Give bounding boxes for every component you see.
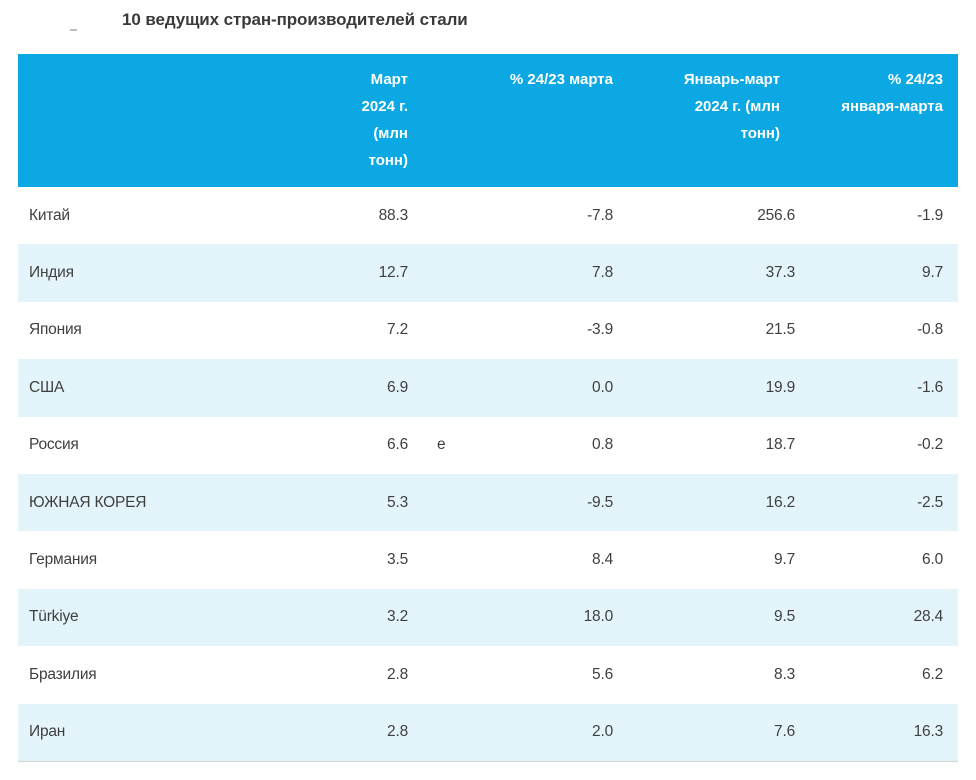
cell-march-value: 3.5 xyxy=(387,551,408,569)
cell-pct-march: -7.8 xyxy=(587,206,613,224)
cell-country: ЮЖНАЯ КОРЕЯ xyxy=(29,493,147,511)
cell-march-value: 6.9 xyxy=(387,378,408,396)
cell-pct-march: 0.8 xyxy=(592,436,613,454)
table-row: Германия 3.5 8.4 9.7 6.0 xyxy=(18,531,958,589)
cell-jan-mar-value: 18.7 xyxy=(765,436,796,454)
cell-march-value: 88.3 xyxy=(378,206,409,224)
small-dash-artifact xyxy=(70,29,77,31)
cell-pct-march: 2.0 xyxy=(592,723,613,741)
cell-pct-jan-mar: 16.3 xyxy=(913,723,944,741)
cell-jan-mar-value: 7.6 xyxy=(774,723,795,741)
cell-march-value: 12.7 xyxy=(378,264,409,282)
col-header-marker xyxy=(408,54,453,187)
cell-marker xyxy=(408,704,453,761)
cell-marker xyxy=(408,187,453,244)
table-row: Россия 6.6 е 0.8 18.7 -0.2 xyxy=(18,416,958,474)
cell-pct-jan-mar: 6.2 xyxy=(922,665,943,683)
table-row: Индия 12.7 7.8 37.3 9.7 xyxy=(18,244,958,302)
cell-pct-jan-mar: 28.4 xyxy=(913,608,944,626)
table-row: Иран 2.8 2.0 7.6 16.3 xyxy=(18,703,958,761)
col-header-country xyxy=(18,54,303,187)
cell-country: США xyxy=(29,378,65,396)
cell-pct-jan-mar: 9.7 xyxy=(922,264,943,282)
cell-jan-mar-value: 16.2 xyxy=(765,493,796,511)
cell-march-value: 2.8 xyxy=(387,665,408,683)
table-row: Китай 88.3 -7.8 256.6 -1.9 xyxy=(18,187,958,245)
cell-pct-jan-mar: -1.6 xyxy=(917,378,943,396)
table-row: Бразилия 2.8 5.6 8.3 6.2 xyxy=(18,646,958,704)
cell-jan-mar-value: 9.7 xyxy=(774,551,795,569)
col-header-march-2024: Март 2024 г. (млн тонн) xyxy=(361,71,408,169)
cell-marker: е xyxy=(437,436,446,454)
cell-pct-march: 8.4 xyxy=(592,551,613,569)
col-header-pct-march: % 24/23 марта xyxy=(509,71,613,88)
table-row: Япония 7.2 -3.9 21.5 -0.8 xyxy=(18,301,958,360)
table-body: Китай 88.3 -7.8 256.6 -1.9 Индия 12.7 7.… xyxy=(18,187,958,761)
cell-country: Россия xyxy=(29,436,79,454)
cell-pct-jan-mar: -2.5 xyxy=(917,493,943,511)
cell-pct-jan-mar: -0.8 xyxy=(917,321,943,339)
cell-jan-mar-value: 37.3 xyxy=(765,264,796,282)
cell-jan-mar-value: 8.3 xyxy=(774,665,795,683)
cell-pct-march: 5.6 xyxy=(592,665,613,683)
cell-pct-jan-mar: -0.2 xyxy=(917,436,943,454)
table-row: ЮЖНАЯ КОРЕЯ 5.3 -9.5 16.2 -2.5 xyxy=(18,473,958,532)
table-header-row: Март 2024 г. (млн тонн) % 24/23 марта Ян… xyxy=(18,54,958,187)
cell-marker xyxy=(408,646,453,703)
cell-pct-march: 7.8 xyxy=(592,264,613,282)
table-row: Türkiye 3.2 18.0 9.5 28.4 xyxy=(18,588,958,647)
cell-march-value: 7.2 xyxy=(387,321,408,339)
cell-country: Япония xyxy=(29,321,82,339)
cell-march-value: 5.3 xyxy=(387,493,408,511)
cell-country: Китай xyxy=(29,206,70,224)
cell-march-value: 6.6 xyxy=(387,436,408,454)
cell-jan-mar-value: 21.5 xyxy=(765,321,796,339)
cell-marker xyxy=(408,302,453,359)
cell-jan-mar-value: 19.9 xyxy=(765,378,796,396)
cell-pct-jan-mar: 6.0 xyxy=(922,551,943,569)
table-row: США 6.9 0.0 19.9 -1.6 xyxy=(18,359,958,417)
cell-jan-mar-value: 9.5 xyxy=(774,608,795,626)
cell-country: Иран xyxy=(29,723,66,741)
cell-pct-march: -3.9 xyxy=(587,321,613,339)
page-title: 10 ведущих стран-производителей стали xyxy=(122,10,468,29)
cell-marker xyxy=(408,244,453,301)
cell-marker xyxy=(408,359,453,416)
steel-producers-table: Март 2024 г. (млн тонн) % 24/23 марта Ян… xyxy=(18,54,958,762)
cell-marker xyxy=(408,531,453,588)
cell-country: Türkiye xyxy=(29,608,79,626)
cell-country: Германия xyxy=(29,551,97,569)
cell-marker xyxy=(408,589,453,646)
cell-jan-mar-value: 256.6 xyxy=(757,206,795,224)
cell-march-value: 2.8 xyxy=(387,723,408,741)
cell-marker xyxy=(408,474,453,531)
cell-march-value: 3.2 xyxy=(387,608,408,626)
cell-pct-jan-mar: -1.9 xyxy=(917,206,943,224)
cell-pct-march: -9.5 xyxy=(587,493,613,511)
col-header-jan-mar-2024: Январь-март 2024 г. (млн тонн) xyxy=(683,71,780,142)
cell-country: Бразилия xyxy=(29,665,97,683)
cell-country: Индия xyxy=(29,264,74,282)
cell-pct-march: 18.0 xyxy=(583,608,614,626)
cell-pct-march: 0.0 xyxy=(592,378,613,396)
col-header-pct-jan-mar: % 24/23 января-марта xyxy=(841,71,943,115)
